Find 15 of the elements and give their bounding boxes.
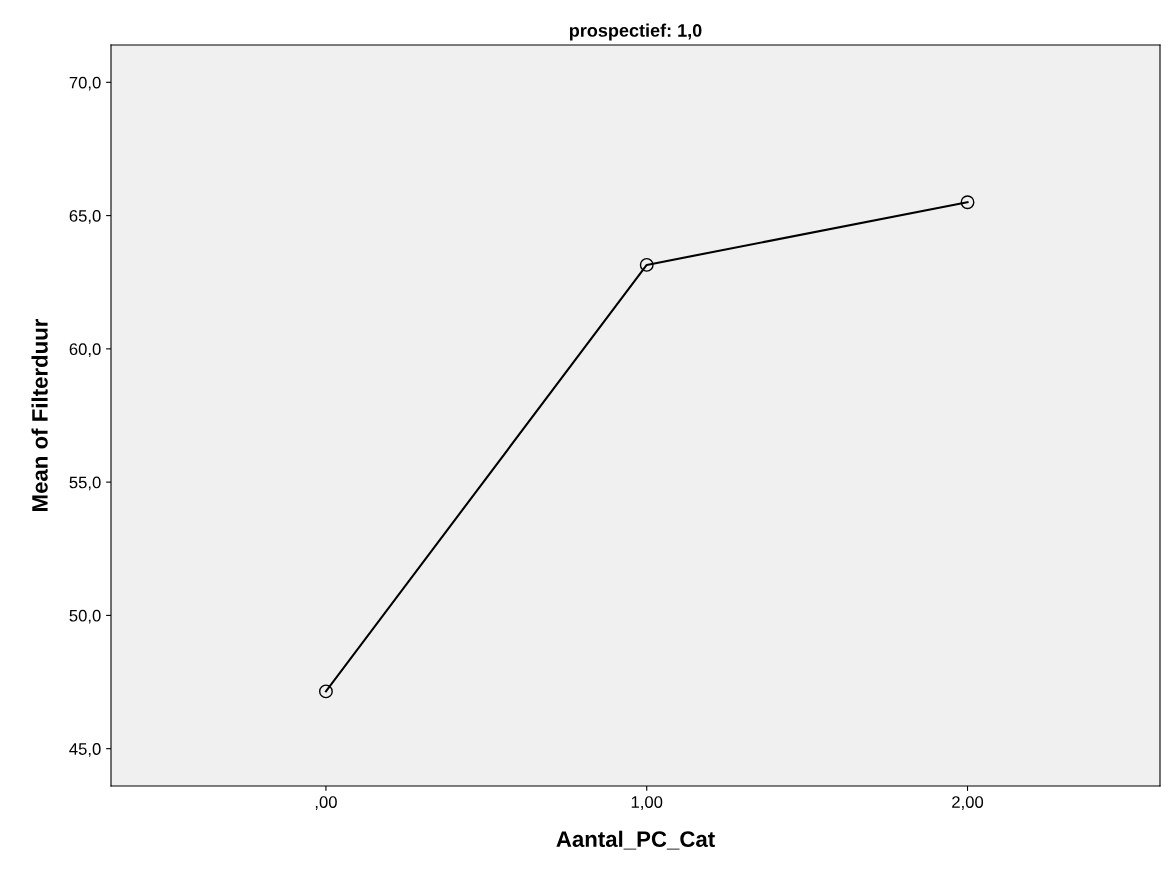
point xyxy=(318,684,333,699)
x-tick-label: 2,00 xyxy=(952,796,984,810)
y-tick-label: 45,0 xyxy=(69,743,101,757)
x-tick-label: ,00 xyxy=(315,796,337,810)
y-tick-label: 60,0 xyxy=(69,343,101,358)
point xyxy=(960,195,975,210)
y-tick-label: 50,0 xyxy=(69,609,101,624)
y-tick-label: 65,0 xyxy=(69,209,101,224)
x-axis-title: Aantal_PC_Cat xyxy=(556,830,715,850)
y-tick-label: 70,0 xyxy=(69,76,101,91)
x-tick-label: 1,00 xyxy=(631,796,663,810)
point xyxy=(639,257,654,272)
y-axis-title: Mean of Filterduur xyxy=(31,318,48,511)
y-tick-label: 55,0 xyxy=(69,476,101,491)
chart-title: prospectief: 1,0 xyxy=(569,23,702,41)
